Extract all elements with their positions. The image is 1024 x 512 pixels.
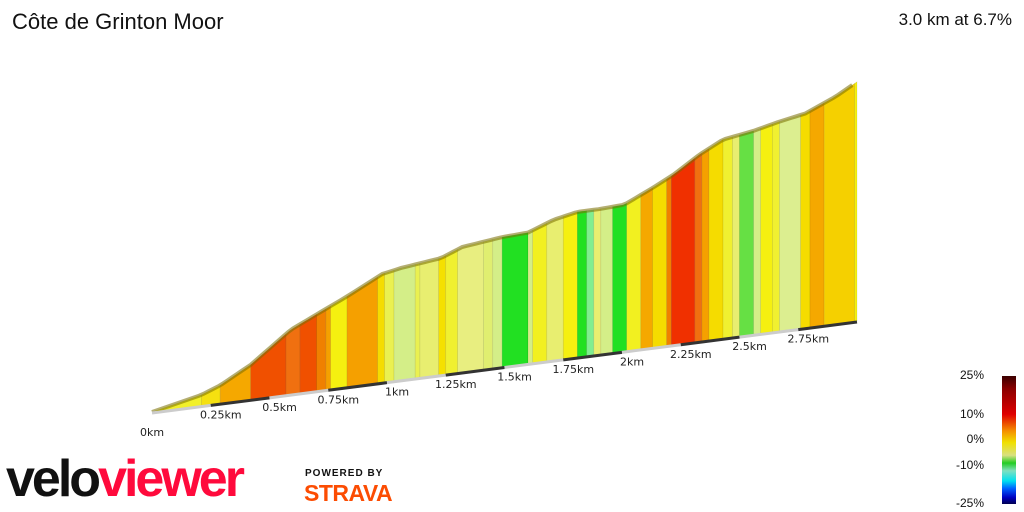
gradient-segment [626,194,642,352]
gradient-segment [640,187,653,350]
legend-label: 0% [966,432,984,446]
gradient-segment [722,136,733,339]
axis-segment [445,366,505,377]
gradient-segment [377,272,385,384]
gradient-segment [501,232,529,368]
gradient-segment [800,110,811,329]
gradient-segment [532,222,548,364]
gradient-segment [593,208,602,356]
axis-segment [739,328,799,339]
gradient-segment [527,229,534,364]
legend-label: 25% [959,368,984,382]
axis-segment [680,335,740,347]
x-tick-label: 2km [620,355,644,368]
distance-axis: 0km 0.25km 0.5km 0.75km 1km 1.25km 1.5km 1.75km… [140,320,858,439]
gradient-segment [562,211,578,360]
gradient-segment [393,264,416,382]
gradient-segment [694,152,703,343]
gradient-segment [457,241,484,373]
gradient-segment [854,81,858,322]
legend-label: 10% [959,407,984,421]
gradient-segment [419,258,440,378]
gradient-segment [577,210,588,358]
x-tick-label: 1km [385,386,409,399]
gradient-segment [330,295,348,390]
gradient-segments [151,81,858,414]
gradient-segment [652,178,667,348]
gradient-segment [708,139,724,341]
axis-segment [504,358,564,369]
x-tick-label: 0.5km [262,401,297,414]
gradient-segment [586,209,595,357]
gradient-segment [732,134,740,338]
veloviewer-logo[interactable]: veloviewer [6,450,245,508]
gradient-segment [753,127,761,335]
gradient-segment [546,216,564,362]
legend-label: -10% [955,458,984,472]
x-tick-label: 0km [140,426,164,439]
axis-segment [328,381,388,392]
axis-segment [798,320,858,332]
gradient-segment [671,157,696,346]
gradient-segment [492,236,503,369]
x-tick-label: 2.5km [732,340,767,353]
x-tick-label: 1.25km [435,378,477,391]
gradient-segment [739,130,754,337]
climb-title: Côte de Grinton Moor [12,9,224,34]
strava-logo[interactable]: STRAVA [304,480,393,506]
gradient-segment [701,147,710,342]
logo-viewer: viewer [98,450,245,508]
profile-top-edge [151,83,854,414]
x-tick-label: 0.75km [317,393,359,406]
gradient-segment [384,269,395,383]
gradient-segment [612,202,628,353]
gradient-segment [299,313,317,394]
x-tick-label: 1.5km [497,371,532,384]
x-tick-label: 2.25km [670,348,712,361]
gradient-segment [772,121,780,333]
gradient-segment [250,333,287,400]
gradient-segment [600,206,613,355]
x-tick-label: 1.75km [552,363,594,376]
x-tick-label: 0.25km [200,408,242,421]
axis-segment [386,373,446,385]
axis-segment [269,388,329,400]
gradient-segment [316,308,327,392]
gradient-legend: 25% 10% 0% -10% -25% [956,368,1024,512]
gradient-segment [438,255,447,376]
gradient-segment [666,175,672,346]
logo-velo: velo [6,450,101,508]
powered-by-label: POWERED BY [305,468,384,479]
axis-segment [621,343,681,354]
axis-segment [151,403,211,415]
gradient-segment [483,239,494,370]
axis-segment [563,350,623,362]
gradient-segment [779,114,801,332]
x-tick-label: 2.75km [787,333,829,346]
gradient-segment [760,123,773,334]
gradient-segment [285,323,301,396]
gradient-segment [414,262,421,379]
axis-segment [210,396,270,407]
climb-summary: 3.0 km at 6.7% [898,10,1012,29]
gradient-segment [809,102,825,328]
gradient-segment [325,305,331,390]
gradient-segment [823,82,855,326]
legend-color-bar [1002,376,1016,504]
gradient-segment [445,248,458,375]
legend-label: -25% [955,496,984,510]
